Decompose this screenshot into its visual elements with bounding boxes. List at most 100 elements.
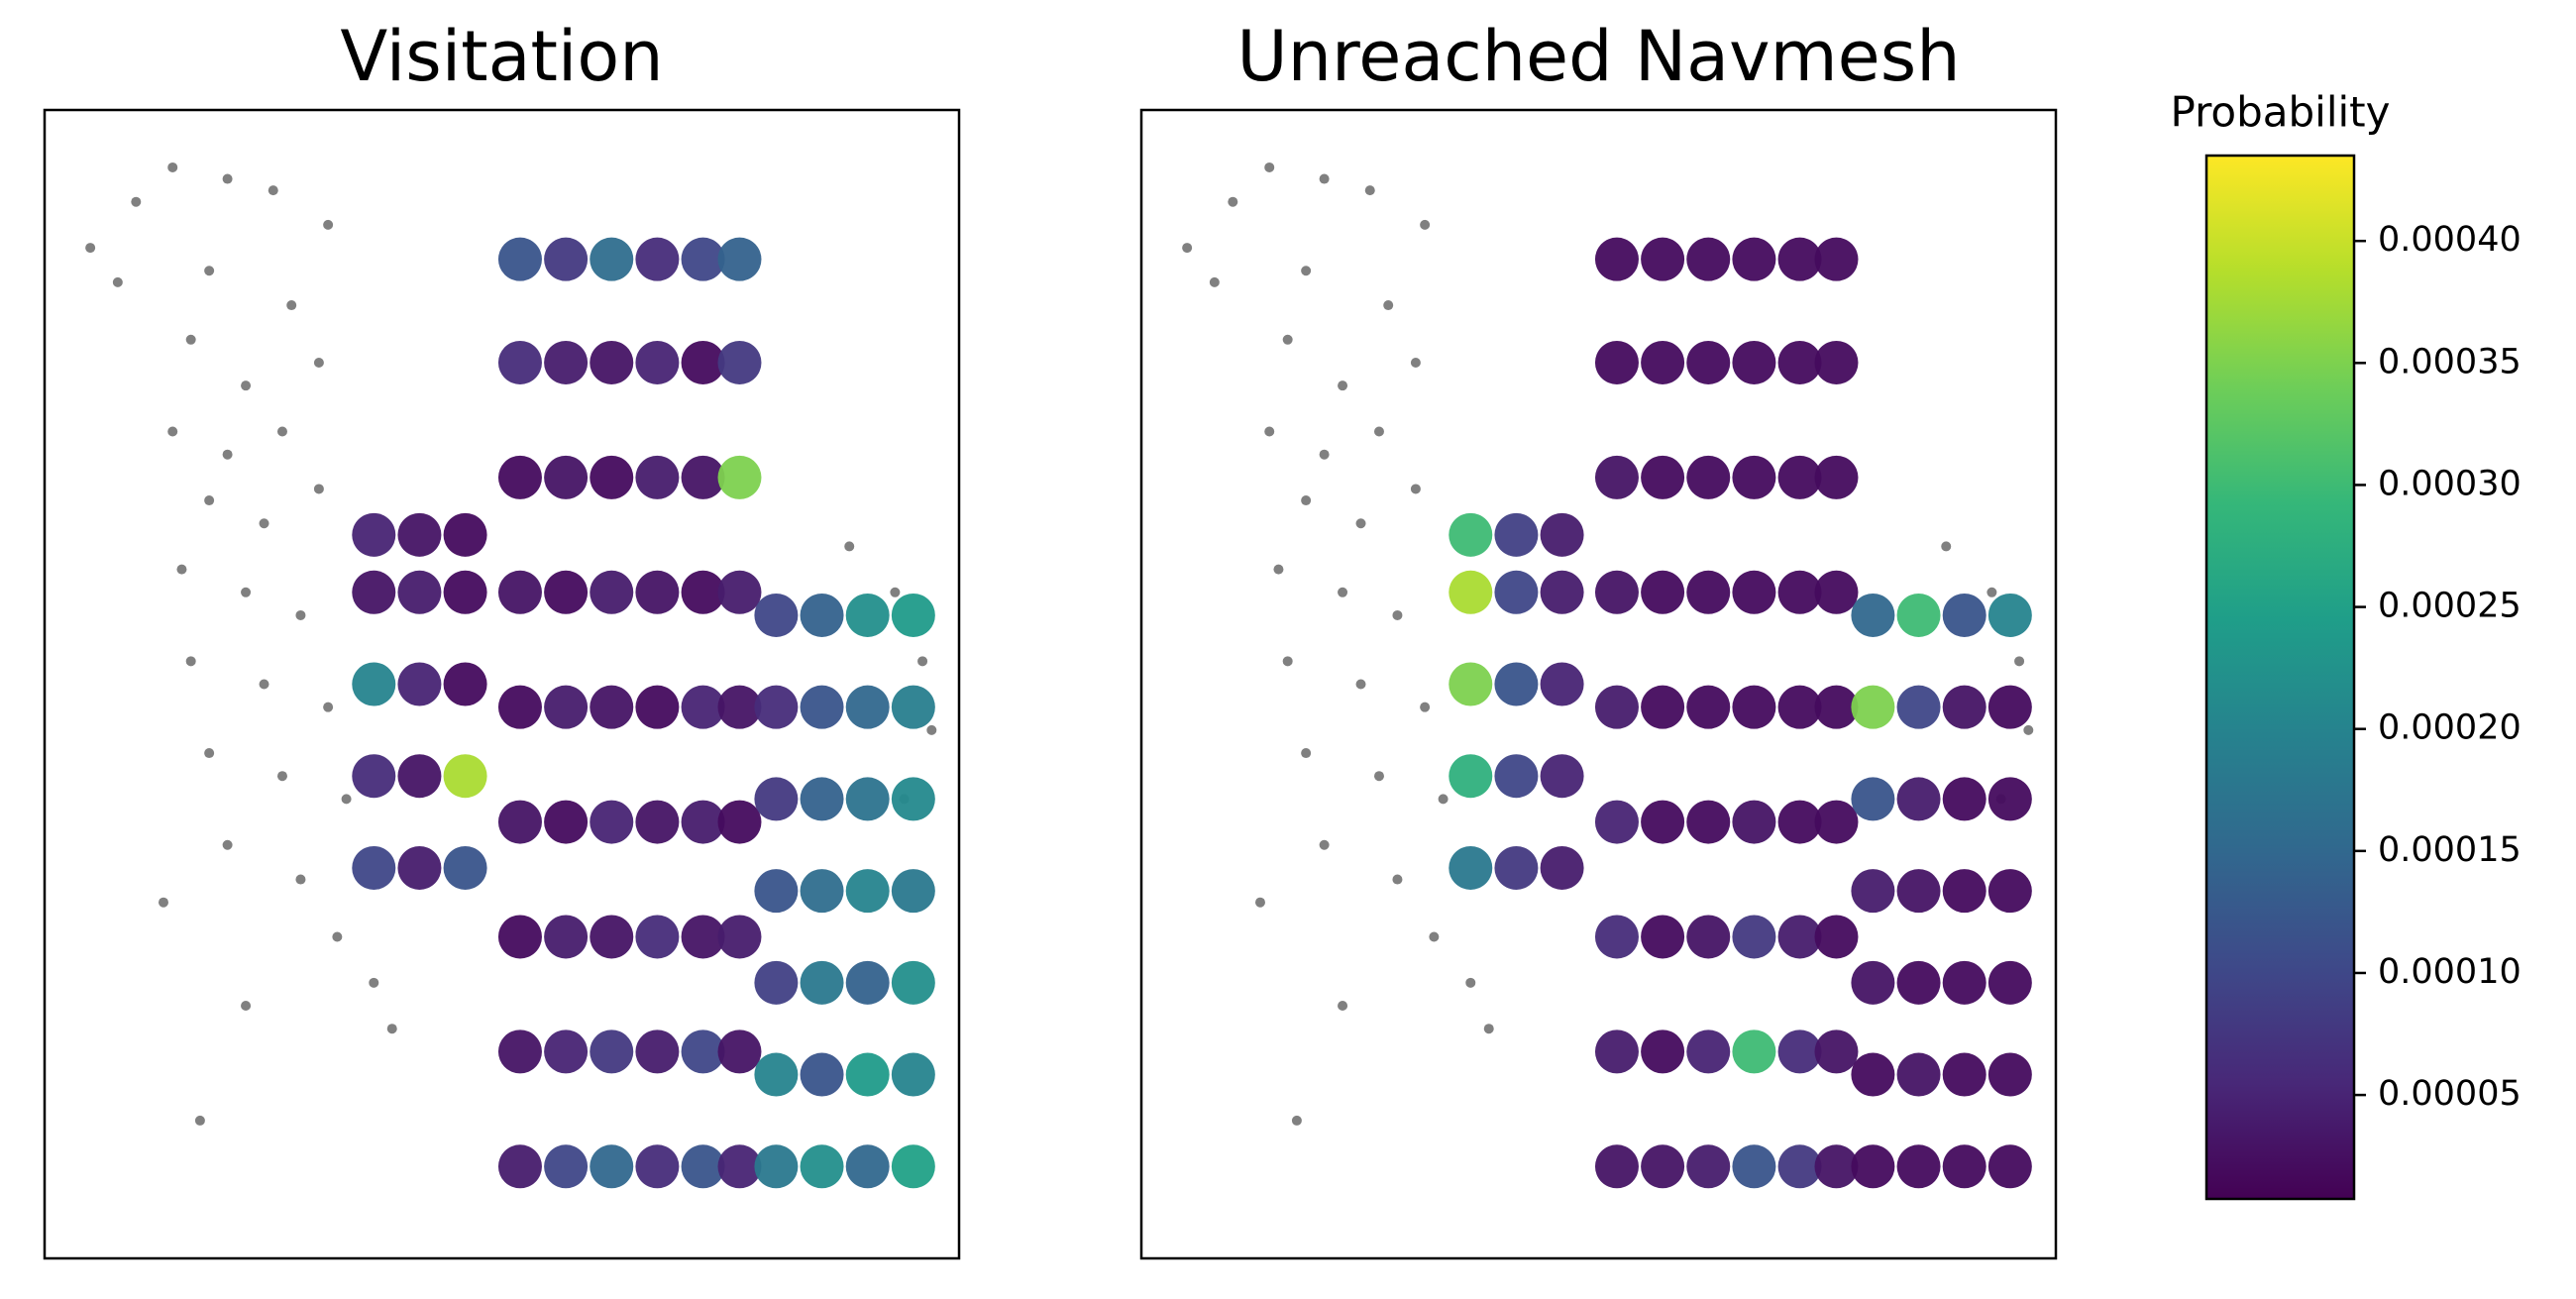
data-point	[590, 685, 634, 729]
unvisited-point	[1373, 771, 1384, 782]
unvisited-point	[1392, 874, 1403, 885]
data-point	[1814, 237, 1859, 281]
data-point	[1777, 915, 1822, 959]
data-point	[1686, 685, 1731, 729]
data-point	[681, 340, 725, 384]
data-point	[681, 237, 725, 281]
data-point	[544, 1029, 589, 1074]
data-point	[1987, 1052, 2032, 1097]
unvisited-point	[1282, 334, 1293, 345]
data-point	[1851, 685, 1895, 729]
colorbar-tick-label: 0.00005	[2378, 1074, 2522, 1114]
unvisited-point	[1364, 185, 1375, 196]
data-point	[800, 869, 844, 914]
unvisited-point	[1319, 839, 1330, 850]
panel-title: Visitation	[340, 16, 663, 97]
data-point	[635, 237, 680, 281]
data-point	[635, 1144, 680, 1189]
unvisited-point	[1465, 977, 1476, 988]
colorbar-tick-label: 0.00020	[2378, 708, 2522, 748]
data-point	[497, 915, 542, 959]
unvisited-point	[222, 173, 233, 184]
plot-frame	[43, 108, 961, 1260]
data-point	[497, 570, 542, 614]
data-point	[1851, 1144, 1895, 1189]
unvisited-point	[2023, 724, 2034, 735]
unvisited-point	[1383, 300, 1394, 311]
data-point	[717, 1029, 762, 1074]
data-point	[1851, 869, 1895, 914]
data-point	[590, 570, 634, 614]
data-point	[681, 915, 725, 959]
data-point	[1732, 570, 1776, 614]
data-point	[891, 869, 935, 914]
data-point	[1942, 960, 1986, 1005]
data-point	[1594, 455, 1639, 499]
unvisited-point	[1410, 484, 1421, 494]
data-point	[1777, 570, 1822, 614]
unvisited-point	[185, 656, 196, 667]
data-point	[590, 800, 634, 844]
data-point	[891, 1144, 935, 1189]
unvisited-point	[259, 518, 269, 529]
unvisited-point	[1420, 702, 1431, 712]
data-point	[717, 237, 762, 281]
data-point	[635, 340, 680, 384]
data-point	[635, 915, 680, 959]
data-point	[1942, 777, 1986, 821]
unvisited-point	[204, 495, 215, 506]
data-point	[1540, 754, 1584, 799]
unvisited-point	[241, 587, 252, 597]
data-point	[1777, 340, 1822, 384]
unvisited-point	[1429, 931, 1440, 942]
data-point	[497, 1144, 542, 1189]
data-point	[1540, 570, 1584, 614]
data-point	[1777, 800, 1822, 844]
data-point	[1942, 1052, 1986, 1097]
data-point	[1987, 960, 2032, 1005]
data-point	[800, 685, 844, 729]
data-point	[1987, 685, 2032, 729]
unvisited-point	[1209, 276, 1220, 287]
data-point	[1777, 1144, 1822, 1189]
data-point	[1814, 455, 1859, 499]
unvisited-point	[341, 794, 352, 805]
unvisited-point	[204, 266, 215, 276]
colorbar-tick-label: 0.00025	[2378, 587, 2522, 626]
data-point	[1896, 685, 1941, 729]
data-point	[443, 662, 487, 706]
unvisited-point	[112, 276, 123, 287]
data-point	[754, 1052, 799, 1097]
data-point	[352, 570, 396, 614]
unvisited-point	[85, 243, 96, 254]
data-point	[1942, 685, 1986, 729]
data-point	[1449, 754, 1493, 799]
unvisited-point	[268, 185, 278, 196]
data-point	[891, 685, 935, 729]
data-point	[681, 800, 725, 844]
unvisited-point	[241, 380, 252, 391]
data-point	[1732, 455, 1776, 499]
data-point	[1594, 570, 1639, 614]
data-point	[1594, 915, 1639, 959]
data-point	[1732, 340, 1776, 384]
colorbar-tick-label: 0.00010	[2378, 952, 2522, 992]
unvisited-point	[1338, 380, 1348, 391]
data-point	[1814, 570, 1859, 614]
data-point	[544, 915, 589, 959]
unvisited-point	[844, 541, 855, 552]
data-point	[1540, 845, 1584, 890]
data-point	[590, 1029, 634, 1074]
data-point	[1494, 754, 1539, 799]
data-point	[1494, 512, 1539, 557]
data-point	[352, 512, 396, 557]
data-point	[397, 754, 442, 799]
data-point	[544, 685, 589, 729]
unvisited-point	[323, 219, 334, 230]
data-point	[1942, 593, 1986, 637]
data-point	[1641, 1029, 1685, 1074]
data-point	[800, 593, 844, 637]
data-point	[1594, 800, 1639, 844]
data-point	[845, 777, 890, 821]
data-point	[497, 685, 542, 729]
